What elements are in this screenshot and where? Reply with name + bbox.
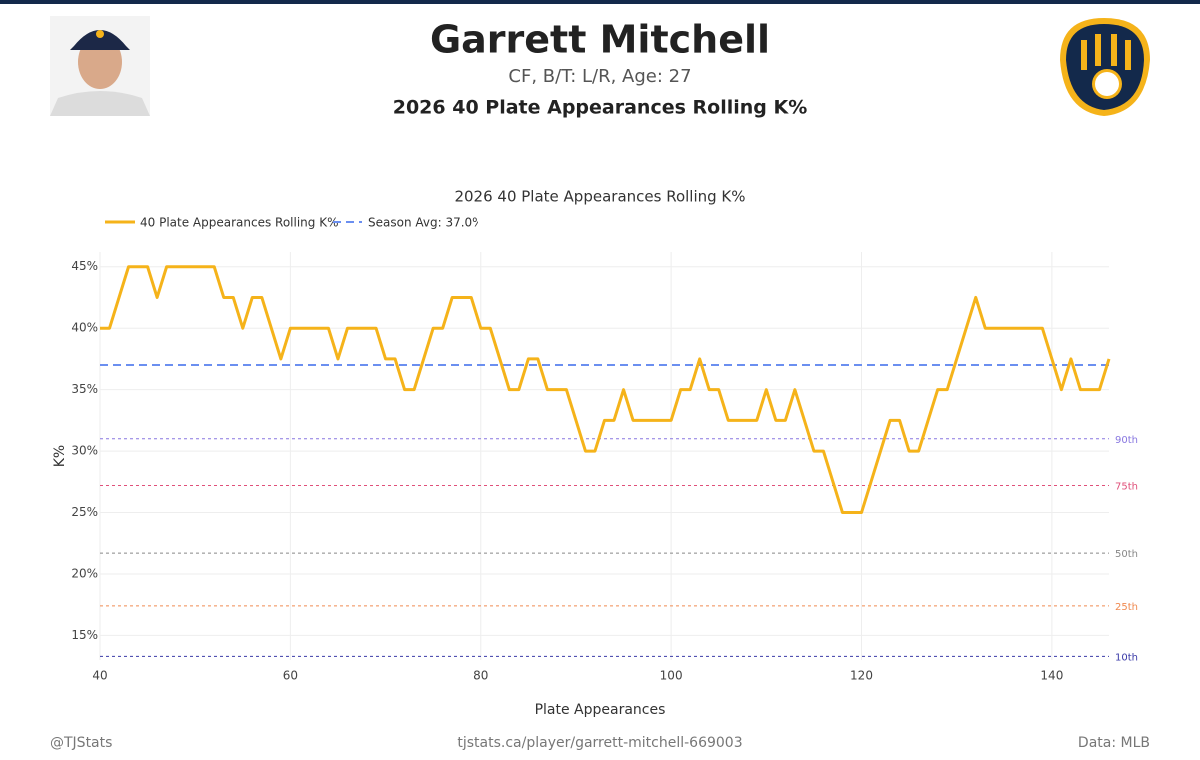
percentile-label: 90th bbox=[1115, 435, 1138, 446]
chart-title: 2026 40 Plate Appearances Rolling K% bbox=[454, 188, 745, 206]
legend-label: Season Avg: 37.0% bbox=[368, 216, 484, 230]
y-tick-label: 25% bbox=[71, 505, 98, 519]
x-tick-label: 120 bbox=[850, 669, 873, 683]
player-info: CF, B/T: L/R, Age: 27 bbox=[508, 66, 691, 87]
footer-right: Data: MLB bbox=[1078, 735, 1150, 751]
percentile-label: 75th bbox=[1115, 481, 1138, 492]
x-axis-label: Plate Appearances bbox=[535, 702, 666, 718]
line-series bbox=[100, 265, 1111, 515]
percentile-label: 10th bbox=[1115, 652, 1138, 663]
x-tick-label: 80 bbox=[473, 669, 488, 683]
y-tick-label: 20% bbox=[71, 566, 98, 580]
player-name: Garrett Mitchell bbox=[430, 18, 770, 62]
percentile-label: 25th bbox=[1115, 602, 1138, 613]
percentile-label: 50th bbox=[1115, 549, 1138, 560]
x-tick-label: 40 bbox=[92, 669, 107, 683]
page-title: 2026 40 Plate Appearances Rolling K% bbox=[393, 97, 808, 119]
x-tick-label: 100 bbox=[660, 669, 683, 683]
y-tick-label: 35% bbox=[71, 382, 98, 396]
y-tick-label: 30% bbox=[71, 444, 98, 458]
footer-left: @TJStats bbox=[50, 735, 112, 751]
y-tick-label: 45% bbox=[71, 259, 98, 273]
x-tick-label: 140 bbox=[1040, 669, 1063, 683]
headshot bbox=[50, 16, 150, 116]
y-tick-label: 40% bbox=[71, 321, 98, 335]
y-axis-label: K% bbox=[52, 445, 68, 467]
top-bar bbox=[0, 0, 1200, 4]
footer-center: tjstats.ca/player/garrett-mitchell-66900… bbox=[457, 735, 742, 751]
legend-label: 40 Plate Appearances Rolling K% bbox=[140, 216, 338, 230]
x-tick-label: 60 bbox=[283, 669, 298, 683]
team-logo bbox=[1060, 18, 1150, 116]
y-tick-label: 15% bbox=[71, 628, 98, 642]
